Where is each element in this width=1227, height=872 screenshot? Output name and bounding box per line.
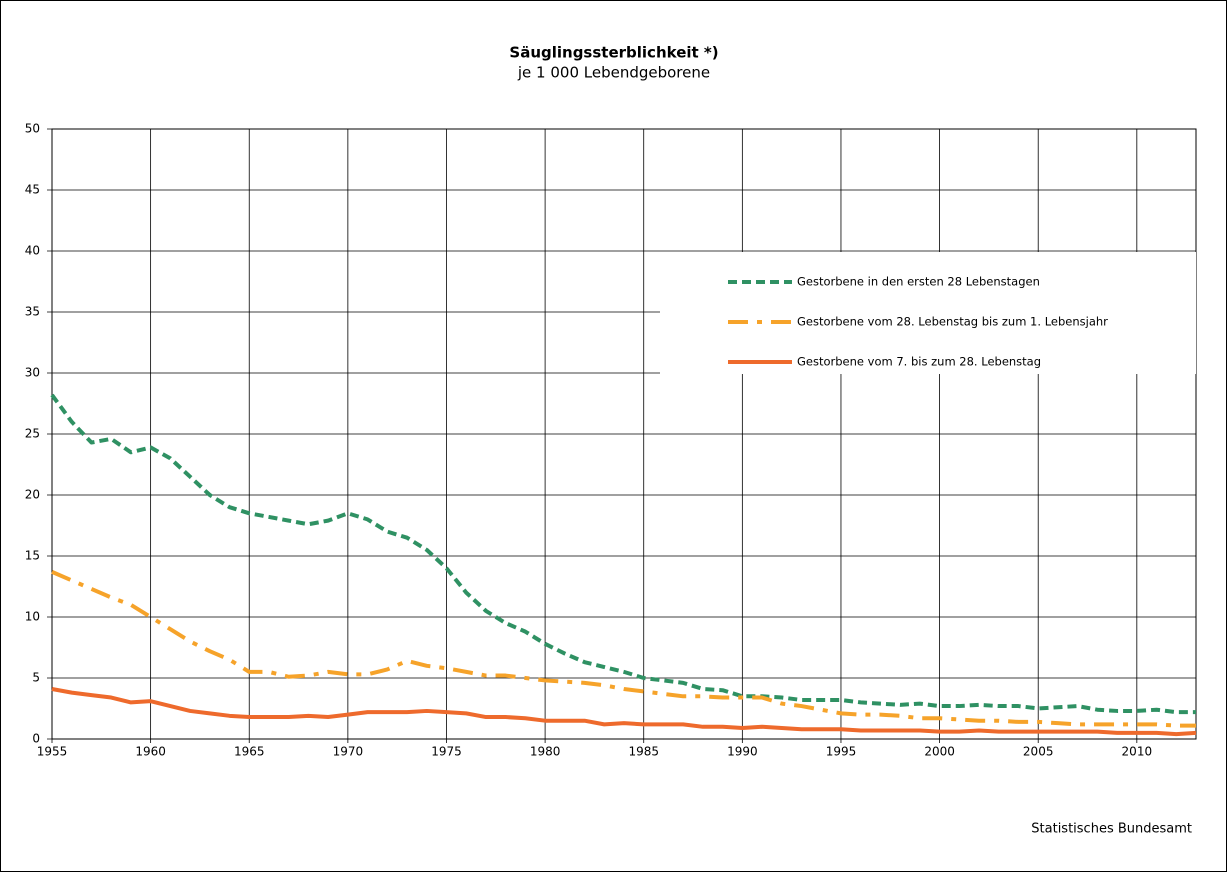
x-tick-label: 1955 (37, 745, 68, 759)
x-tick-label: 1990 (727, 745, 758, 759)
x-tick-label: 1970 (333, 745, 364, 759)
x-tick-label: 1975 (431, 745, 462, 759)
y-tick-label: 40 (25, 244, 40, 258)
y-tick-label: 35 (25, 305, 40, 319)
x-tick-label: 2000 (924, 745, 955, 759)
y-tick-label: 45 (25, 183, 40, 197)
legend-label: Gestorbene in den ersten 28 Lebenstagen (797, 275, 1040, 289)
legend-box (660, 252, 1196, 374)
series-line (51, 570, 1196, 728)
y-tick-label: 5 (32, 671, 40, 685)
y-tick-label: 50 (25, 122, 40, 136)
chart-title: Säuglingssterblichkeit *) (509, 44, 718, 62)
y-tick-label: 0 (32, 732, 40, 746)
y-tick-label: 15 (25, 549, 40, 563)
source: Statistisches Bundesamt (1031, 822, 1192, 837)
x-tick-label: 2005 (1023, 745, 1054, 759)
legend-label: Gestorbene vom 28. Lebenstag bis zum 1. … (797, 315, 1108, 329)
x-tick-label: 2010 (1122, 745, 1153, 759)
chart-subtitle: je 1 000 Lebendgeborene (517, 64, 710, 82)
legend-label: Gestorbene vom 7. bis zum 28. Lebenstag (797, 355, 1041, 369)
y-tick-label: 30 (25, 366, 40, 380)
x-tick-label: 1960 (135, 745, 166, 759)
y-tick-label: 25 (25, 427, 40, 441)
series-line (50, 393, 1196, 715)
x-tick-label: 1980 (530, 745, 561, 759)
y-tick-label: 20 (25, 488, 40, 502)
x-tick-label: 1985 (628, 745, 659, 759)
y-tick-label: 10 (25, 610, 40, 624)
plot-frame (51, 128, 1197, 740)
series-line (51, 687, 1197, 737)
x-tick-label: 1995 (826, 745, 857, 759)
x-tick-label: 1965 (234, 745, 265, 759)
